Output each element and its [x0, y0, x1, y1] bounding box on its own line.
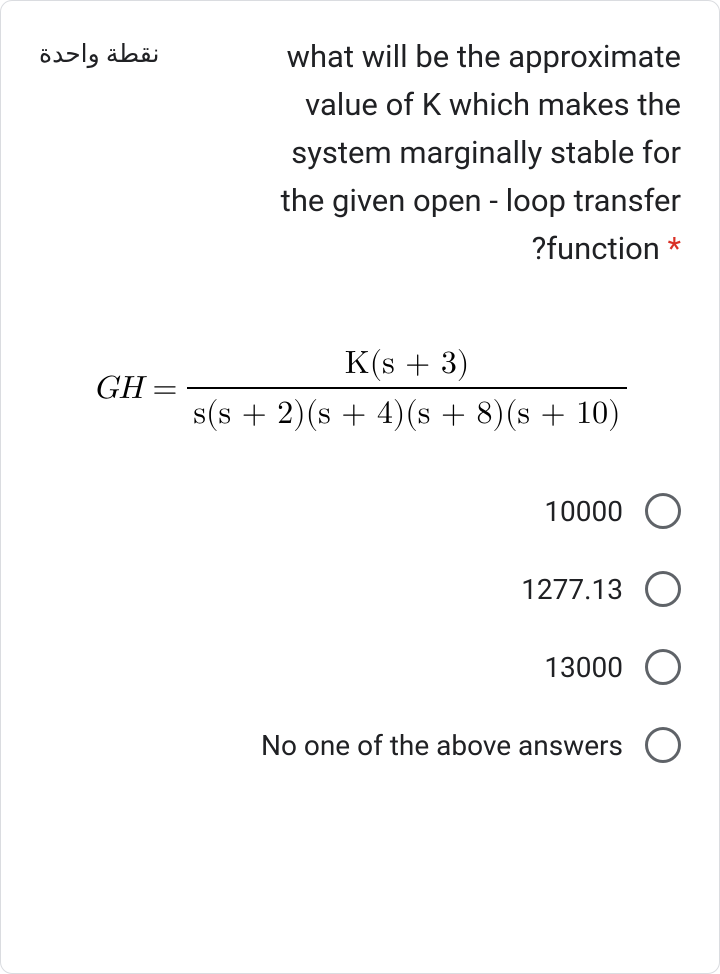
formula-numerator: K(s + 3) [337, 345, 478, 387]
option-label: 10000 [544, 495, 623, 528]
required-asterisk: * [668, 230, 681, 267]
option-row[interactable]: 10000 [39, 493, 681, 529]
q-line3: system marginally stable for [291, 134, 681, 171]
option-label: 1277.13 [521, 573, 623, 606]
points-badge: نقطة واحدة [39, 33, 159, 72]
option-row[interactable]: No one of the above answers [39, 727, 681, 763]
formula-fraction: K(s + 3) s(s + 2)(s + 4)(s + 8)(s + 10) [187, 345, 626, 433]
formula-lhs: GH [93, 370, 152, 408]
formula-denominator: s(s + 2)(s + 4)(s + 8)(s + 10) [187, 387, 626, 433]
question-text: what will be the approximate value of K … [173, 33, 681, 273]
option-label: No one of the above answers [261, 729, 623, 762]
question-card: what will be the approximate value of K … [0, 0, 720, 974]
transfer-function-formula: GH = K(s + 3) s(s + 2)(s + 4)(s + 8)(s +… [93, 345, 626, 433]
q-line2: value of K which makes the [305, 86, 681, 123]
radio-icon[interactable] [645, 727, 681, 763]
radio-icon[interactable] [645, 571, 681, 607]
question-header: what will be the approximate value of K … [39, 33, 681, 273]
options-list: 10000 1277.13 13000 No one of the above … [39, 493, 681, 763]
option-row[interactable]: 1277.13 [39, 571, 681, 607]
radio-icon[interactable] [645, 493, 681, 529]
formula-container: GH = K(s + 3) s(s + 2)(s + 4)(s + 8)(s +… [39, 345, 681, 433]
option-row[interactable]: 13000 [39, 649, 681, 685]
q-line5: ?function [532, 230, 660, 267]
q-line4: the given open - loop transfer [281, 182, 681, 219]
option-label: 13000 [544, 651, 623, 684]
q-line1: what will be the approximate [287, 38, 681, 75]
formula-eq: = [153, 370, 188, 408]
radio-icon[interactable] [645, 649, 681, 685]
